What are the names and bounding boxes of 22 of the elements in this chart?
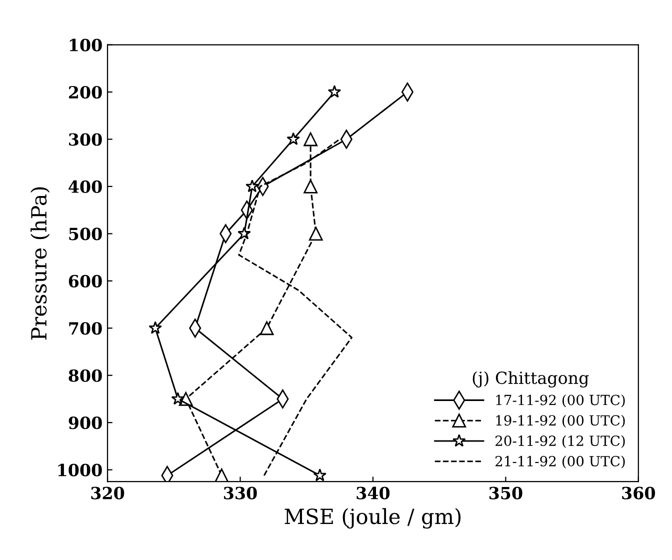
x-tick-label: 320 bbox=[91, 486, 124, 500]
y-tick-label: 300 bbox=[69, 133, 102, 146]
x-tick-label: 350 bbox=[489, 486, 522, 500]
y-tick-label: 600 bbox=[68, 274, 102, 288]
y-tick-label: 1000 bbox=[58, 464, 102, 476]
x-tick-label: 330 bbox=[224, 486, 257, 500]
y-tick-label: 200 bbox=[68, 86, 102, 99]
y-tick-label: 900 bbox=[68, 416, 102, 430]
y-axis-title: Pressure (hPa) bbox=[30, 187, 50, 340]
x-tick-label: 340 bbox=[356, 486, 390, 500]
legend-label: 20-11-92 (12 UTC) bbox=[495, 435, 625, 448]
x-tick-label: 360 bbox=[622, 486, 656, 500]
x-axis-title: MSE (joule / gm) bbox=[284, 508, 461, 529]
legend-title: (j) Chittagong bbox=[472, 371, 589, 388]
y-tick-label: 800 bbox=[68, 369, 102, 382]
y-tick-label: 500 bbox=[69, 228, 102, 240]
y-tick-label: 700 bbox=[69, 322, 102, 335]
y-tick-label: 100 bbox=[70, 38, 102, 52]
y-tick-label: 400 bbox=[68, 180, 102, 194]
legend-label: 21-11-92 (00 UTC) bbox=[495, 456, 625, 468]
legend-label: 19-11-92 (00 UTC) bbox=[496, 414, 625, 428]
legend-label: 17-11-92 (00 UTC) bbox=[496, 394, 625, 408]
